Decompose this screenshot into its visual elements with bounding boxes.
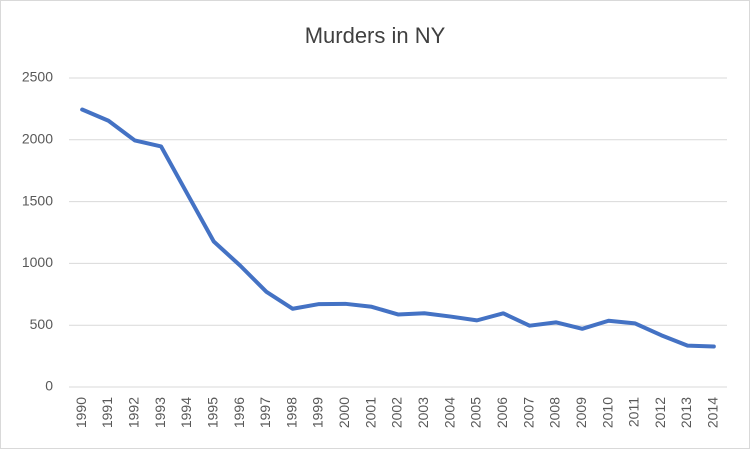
x-tick-label: 1993 [152,397,168,428]
y-tick-label: 1500 [22,192,53,208]
x-tick-label: 2013 [678,397,694,428]
x-tick-label: 2000 [336,397,352,428]
x-tick-label: 2011 [626,397,642,427]
x-tick-label: 1995 [204,397,220,428]
y-tick-label: 500 [30,316,54,332]
x-tick-label: 1997 [257,397,273,428]
y-tick-label: 1000 [22,254,53,270]
x-tick-label: 2003 [415,397,431,428]
x-tick-label: 2009 [573,397,589,428]
x-tick-label: 1999 [310,397,326,428]
x-tick-label: 2005 [468,397,484,428]
x-tick-label: 1994 [178,397,194,428]
line-series [80,107,716,349]
y-tick-label: 2500 [22,69,53,85]
x-tick-label: 2002 [389,397,405,428]
x-tick-label: 1990 [73,397,89,428]
y-tick-label: 0 [45,378,53,394]
x-tick-label: 1991 [99,397,115,428]
x-tick-label: 2012 [652,397,668,428]
x-tick-label: 1996 [231,397,247,428]
chart-title: Murders in NY [305,23,446,48]
x-tick-label: 1998 [283,397,299,428]
x-tick-label: 2001 [362,397,378,428]
x-tick-label: 1992 [126,397,142,428]
x-tick-label: 2014 [705,397,721,428]
x-tick-label: 2006 [494,397,510,428]
x-tick-label: 2010 [599,397,615,428]
x-tick-label: 2004 [441,397,457,428]
x-tick-label: 2008 [547,397,563,428]
x-tick-label: 2007 [520,397,536,428]
y-tick-label: 2000 [22,131,53,147]
